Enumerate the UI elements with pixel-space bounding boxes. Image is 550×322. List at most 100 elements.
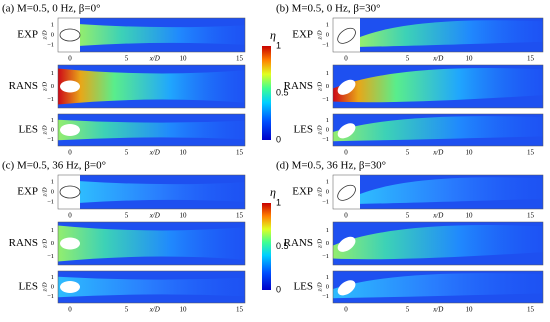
panel-title: (d) M=0.5, 36 Hz, β=30°	[276, 160, 386, 172]
plot-frame	[57, 64, 246, 109]
x-tick-label: 0	[68, 55, 72, 63]
plot-frame	[332, 270, 544, 304]
x-tick-label: 0	[68, 212, 72, 220]
y-tick-label: −1	[47, 42, 54, 49]
hole	[337, 280, 356, 296]
y-axis-label: z/D	[316, 282, 323, 292]
x-tick-label: 10	[466, 212, 474, 220]
x-axis-label: x/D	[149, 149, 160, 157]
x-tick-label: 0	[344, 212, 348, 220]
hole	[337, 184, 356, 201]
plume	[58, 276, 245, 298]
y-axis-label: z/D	[41, 239, 48, 249]
plume	[333, 225, 543, 260]
y-tick-label: 0	[51, 283, 54, 290]
plot-frame	[57, 221, 246, 266]
plot-frame	[57, 174, 246, 210]
y-tick-label: 1	[51, 70, 54, 77]
colorbar-tick-label: 0.5	[276, 241, 289, 251]
x-tick-label: 15	[236, 306, 244, 314]
y-tick-label: 1	[51, 21, 54, 28]
x-tick-label: 10	[180, 149, 188, 157]
y-tick-label: 1	[51, 178, 54, 185]
y-tick-label: 0	[326, 240, 329, 247]
hole	[60, 124, 80, 136]
row-label: LES	[18, 281, 38, 293]
y-axis-label: z/D	[41, 82, 48, 92]
y-tick-label: −1	[47, 199, 54, 206]
y-tick-label: −1	[47, 253, 54, 260]
x-tick-label: 5	[125, 212, 129, 220]
x-tick-label: 10	[466, 306, 474, 314]
plot-frame	[332, 17, 544, 53]
plume	[80, 24, 245, 46]
y-tick-label: 1	[326, 227, 329, 234]
x-tick-label: 10	[466, 55, 474, 63]
row-label: RANS	[9, 237, 38, 249]
y-tick-label: 0	[326, 126, 329, 133]
y-tick-label: 0	[326, 188, 329, 195]
y-tick-label: −1	[322, 136, 329, 143]
y-axis-label: z/D	[316, 125, 323, 135]
x-tick-label: 5	[125, 149, 129, 157]
row-label: EXP	[292, 29, 313, 41]
plume	[80, 181, 245, 203]
x-tick-label: 15	[527, 212, 535, 220]
y-tick-label: 1	[326, 274, 329, 281]
y-axis-label: z/D	[41, 30, 48, 40]
x-axis-label: x/D	[149, 306, 160, 314]
row-label: LES	[293, 124, 313, 136]
y-tick-label: −1	[322, 96, 329, 103]
x-tick-label: 0	[344, 306, 348, 314]
plume	[58, 119, 245, 141]
y-tick-label: 1	[326, 21, 329, 28]
x-tick-label: 15	[527, 149, 535, 157]
plume	[58, 68, 245, 105]
row-label: EXP	[17, 186, 38, 198]
y-tick-label: 0	[51, 126, 54, 133]
plot-frame	[57, 17, 246, 53]
x-tick-label: 15	[236, 212, 244, 220]
hole	[60, 237, 80, 250]
row-label: EXP	[17, 29, 38, 41]
x-axis-label: x/D	[149, 212, 160, 220]
colorbar-tick-label: 0	[276, 134, 281, 144]
x-tick-label: 5	[406, 306, 410, 314]
y-tick-label: 1	[326, 178, 329, 185]
row-label: LES	[293, 281, 313, 293]
plot-frame	[332, 174, 544, 210]
plot-frame	[332, 64, 544, 109]
y-axis-label: z/D	[316, 82, 323, 92]
y-tick-label: 0	[326, 31, 329, 38]
plume	[58, 225, 245, 262]
y-tick-label: 1	[326, 70, 329, 77]
y-tick-label: 0	[326, 283, 329, 290]
hole	[337, 236, 356, 252]
y-tick-label: 0	[51, 188, 54, 195]
plume	[333, 273, 543, 299]
colorbar-tick-label: 0.5	[276, 87, 289, 97]
y-tick-label: −1	[322, 199, 329, 206]
y-axis-label: z/D	[316, 30, 323, 40]
x-tick-label: 5	[125, 55, 129, 63]
x-axis-label: x/D	[432, 55, 443, 63]
plume	[360, 177, 543, 204]
row-label: LES	[18, 124, 38, 136]
panel-title: (c) M=0.5, 36 Hz, β=0°	[2, 160, 106, 172]
x-tick-label: 5	[406, 212, 410, 220]
colorbar-label: η	[270, 185, 276, 199]
y-axis-label: z/D	[316, 239, 323, 249]
x-tick-label: 5	[406, 149, 410, 157]
colorbar-tick-label: 1	[276, 197, 281, 207]
y-axis-label: z/D	[41, 282, 48, 292]
colorbar-label: η	[270, 28, 276, 42]
x-tick-label: 0	[344, 55, 348, 63]
x-tick-label: 10	[180, 55, 188, 63]
x-axis-label: x/D	[149, 55, 160, 63]
colorbar-tick-label: 1	[276, 40, 281, 50]
y-tick-label: −1	[322, 42, 329, 49]
y-axis-label: z/D	[41, 125, 48, 135]
plume	[333, 116, 543, 142]
y-tick-label: 0	[51, 83, 54, 90]
plume	[360, 20, 543, 47]
